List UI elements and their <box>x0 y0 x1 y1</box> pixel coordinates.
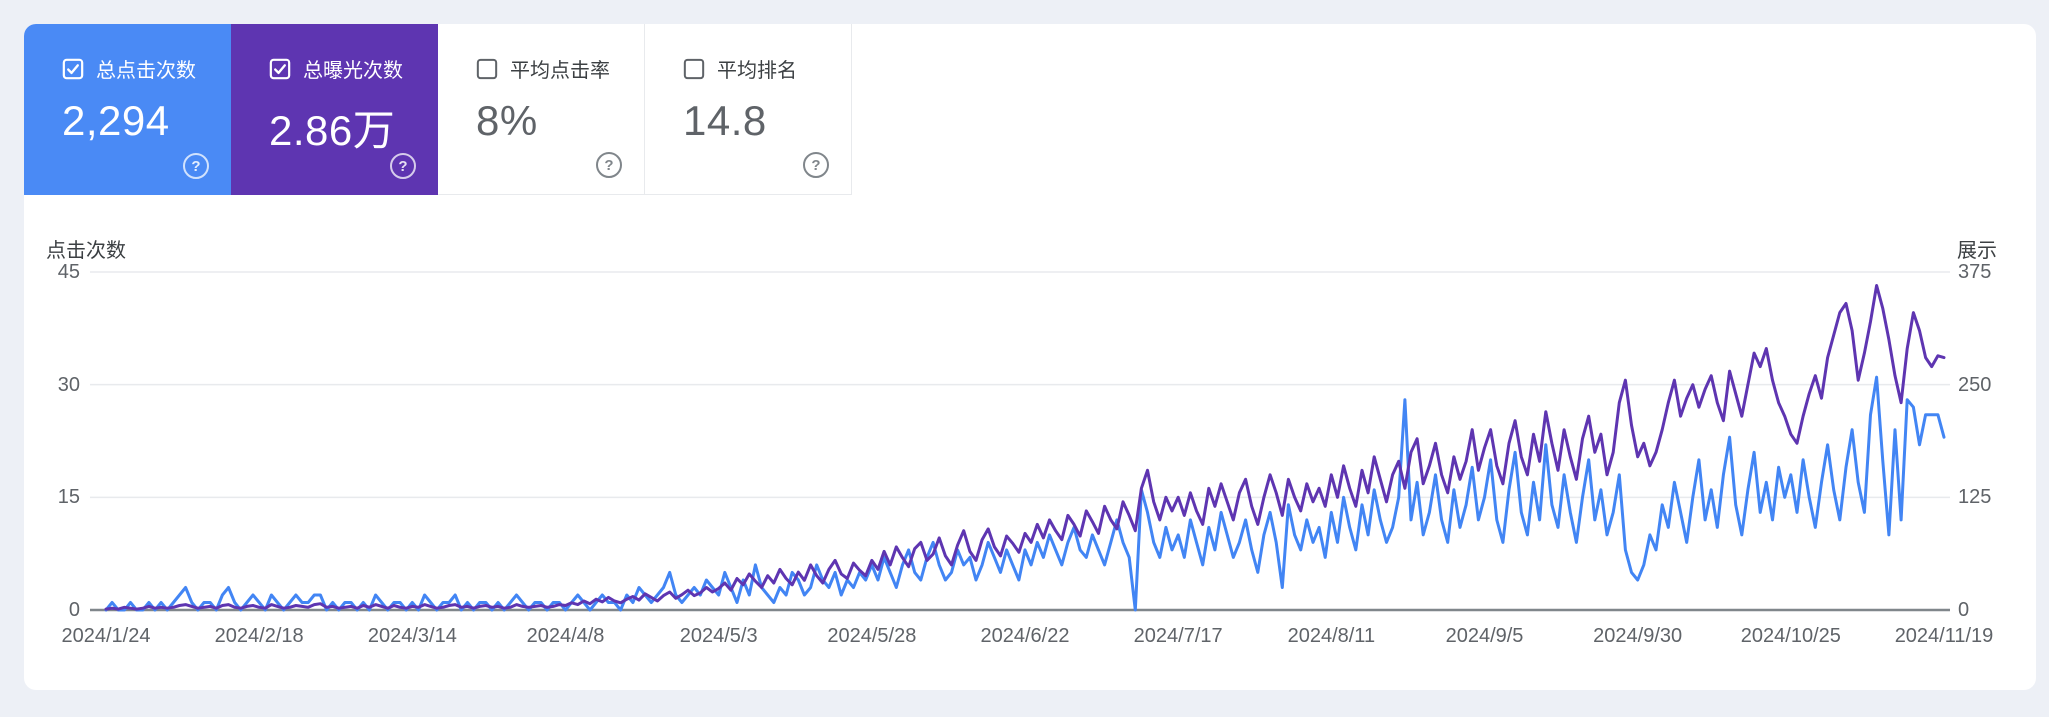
help-icon[interactable]: ? <box>803 152 829 178</box>
checkbox-checked-icon[interactable] <box>62 58 84 80</box>
impressions-line[interactable] <box>104 284 1946 611</box>
metric-label: 平均排名 <box>717 60 797 82</box>
metric-label: 平均点击率 <box>510 60 610 82</box>
x-axis-tick-label: 2024/9/5 <box>1445 625 1524 647</box>
metric-card-average-position[interactable]: 平均排名 14.8 ? <box>645 24 852 195</box>
help-icon[interactable]: ? <box>183 153 209 179</box>
help-icon[interactable]: ? <box>596 152 622 178</box>
metric-card-average-ctr[interactable]: 平均点击率 8% ? <box>438 24 645 195</box>
left-axis-title: 点击次数 <box>46 240 126 262</box>
y-axis-tick-label: 250 <box>1958 373 1992 396</box>
y-axis-tick-label: 45 <box>57 261 80 283</box>
checkbox-unchecked-icon[interactable] <box>476 58 498 80</box>
performance-panel: 总点击次数 2,294 ? 总曝光次数 2.86万 ? 平均点击率 <box>24 24 2036 690</box>
metric-label: 总点击次数 <box>96 60 196 82</box>
x-axis-tick-label: 2024/3/14 <box>367 625 457 647</box>
y-axis-tick-label: 30 <box>57 373 80 396</box>
x-axis-tick-label: 2024/10/25 <box>1740 625 1841 647</box>
y-axis-tick-label: 375 <box>1958 261 1992 283</box>
metric-value: 8% <box>476 97 538 144</box>
y-axis-tick-label: 125 <box>1958 486 1992 509</box>
y-axis-tick-label: 0 <box>1958 599 1970 621</box>
x-axis-tick-label: 2024/4/8 <box>526 625 605 647</box>
performance-chart: 点击次数 展示 45 30 15 0 375 250 125 0 2024/1/24 2024… <box>24 195 2036 690</box>
right-axis-title: 展示 <box>1957 240 1997 262</box>
x-axis-tick-label: 2024/5/28 <box>827 625 917 647</box>
metric-card-total-clicks[interactable]: 总点击次数 2,294 ? <box>24 24 231 195</box>
x-axis-tick-label: 2024/2/18 <box>214 625 304 647</box>
checkbox-unchecked-icon[interactable] <box>683 58 705 80</box>
metric-value: 2,294 <box>62 97 170 144</box>
y-axis-tick-label: 15 <box>57 486 80 509</box>
metric-value: 2.86万 <box>269 107 396 154</box>
help-icon[interactable]: ? <box>390 153 416 179</box>
metric-cards-row: 总点击次数 2,294 ? 总曝光次数 2.86万 ? 平均点击率 <box>24 24 2036 195</box>
x-axis-tick-label: 2024/1/24 <box>61 625 151 647</box>
clicks-line[interactable] <box>104 375 1946 612</box>
x-axis-tick-label: 2024/11/19 <box>1894 625 1994 647</box>
x-axis-tick-label: 2024/8/11 <box>1287 625 1376 647</box>
y-axis-tick-label: 0 <box>68 599 80 621</box>
metric-value: 14.8 <box>683 97 767 144</box>
checkbox-checked-icon[interactable] <box>269 58 291 80</box>
metric-label: 总曝光次数 <box>303 60 403 82</box>
x-axis-tick-label: 2024/9/30 <box>1593 625 1683 647</box>
x-axis-tick-label: 2024/7/17 <box>1133 625 1223 647</box>
line-plot[interactable] <box>90 262 1950 620</box>
x-axis-tick-label: 2024/6/22 <box>980 625 1070 647</box>
metric-card-total-impressions[interactable]: 总曝光次数 2.86万 ? <box>231 24 438 195</box>
x-axis-tick-label: 2024/5/3 <box>679 625 758 647</box>
